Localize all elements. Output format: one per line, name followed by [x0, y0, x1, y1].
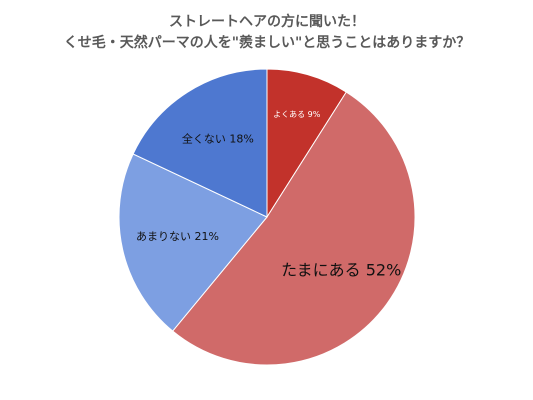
slice-label: あまりない 21%: [136, 230, 219, 243]
pie-slice: [118, 153, 268, 332]
chart-title: ストレートヘアの方に聞いた！: [169, 13, 365, 30]
pie-slice: [171, 91, 416, 366]
pie-slice: [132, 68, 268, 218]
slice-label: 全くない 18%: [182, 132, 254, 146]
chart-title: くせ毛・天然パーマの人を"羨ましい"と思うことはありますか？: [64, 34, 471, 51]
slice-label: たまにある 52%: [281, 260, 401, 279]
pie-slice: [266, 68, 347, 219]
slice-label: よくある 9%: [273, 110, 321, 119]
